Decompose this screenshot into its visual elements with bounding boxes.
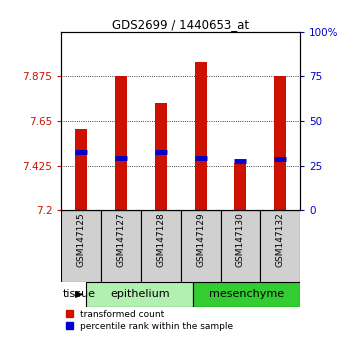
Bar <box>235 162 246 210</box>
Bar <box>221 210 260 281</box>
Text: GSM147128: GSM147128 <box>156 212 165 267</box>
Text: GSM147127: GSM147127 <box>117 212 125 267</box>
Text: GSM147130: GSM147130 <box>236 212 245 267</box>
Text: GSM147132: GSM147132 <box>276 212 285 267</box>
Bar <box>193 281 300 307</box>
Bar <box>115 76 127 210</box>
Legend: transformed count, percentile rank within the sample: transformed count, percentile rank withi… <box>66 310 234 331</box>
Bar <box>181 210 221 281</box>
Bar <box>274 76 286 210</box>
Text: epithelium: epithelium <box>110 290 169 299</box>
Bar <box>195 62 207 210</box>
Title: GDS2699 / 1440653_at: GDS2699 / 1440653_at <box>112 18 249 31</box>
Bar <box>75 129 87 210</box>
Text: GSM147125: GSM147125 <box>77 212 86 267</box>
Text: tissue: tissue <box>63 290 96 299</box>
Bar <box>101 210 141 281</box>
Bar <box>141 210 181 281</box>
Bar <box>260 210 300 281</box>
Text: GSM147129: GSM147129 <box>196 212 205 267</box>
Text: mesenchyme: mesenchyme <box>209 290 284 299</box>
Bar <box>155 103 167 210</box>
Bar <box>61 210 101 281</box>
Bar <box>86 281 193 307</box>
